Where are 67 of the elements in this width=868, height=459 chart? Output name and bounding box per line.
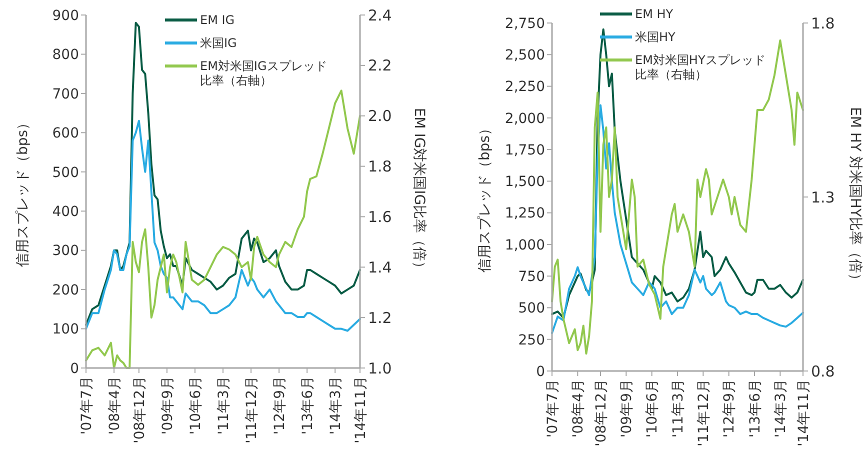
legend-label: EM対米国HYスプレッド比率（右軸）: [635, 53, 766, 82]
x-tick-label: '13年6月: [300, 376, 316, 435]
x-tick-label: '08年12月: [132, 376, 148, 444]
x-tick-label: '12年9月: [722, 379, 738, 438]
y-tick-label: 2,000: [504, 110, 545, 127]
x-tick-label: '11年12月: [696, 379, 712, 446]
y-tick-label: 900: [52, 8, 79, 24]
y-tick-label: 600: [52, 126, 79, 142]
x-tick-label: '08年4月: [570, 379, 587, 438]
y2-tick-label: 1.0: [368, 359, 392, 378]
x-tick-label: '14年11月: [796, 379, 812, 446]
x-tick-label: '10年6月: [644, 379, 661, 438]
x-tick-label: '08年4月: [106, 376, 123, 435]
y-tick-label: 2,500: [504, 48, 545, 64]
y-tick-label: 500: [52, 164, 79, 181]
x-tick-label: '13年6月: [747, 379, 764, 438]
legend-label: EM対米国IGスプレッド比率（右軸）: [200, 59, 327, 88]
y-tick-label: 2,250: [504, 79, 545, 96]
x-tick-label: '11年3月: [670, 379, 686, 438]
y2-tick-label: 2.4: [368, 6, 392, 24]
x-tick-label: '09年9月: [160, 376, 176, 435]
legend-label: EM HY: [635, 7, 674, 22]
line-series: [551, 104, 804, 334]
legend-label: EM IG: [200, 13, 235, 28]
x-tick-label: '12年9月: [272, 376, 288, 435]
y2-tick-label: 1.8: [811, 14, 835, 32]
y-tick-label: 1,750: [504, 142, 545, 158]
y-tick-label: 250: [518, 332, 545, 348]
legend-label: 米国HY: [635, 30, 676, 44]
y-tick-label: 1,500: [504, 174, 545, 190]
x-tick-label: '10年6月: [188, 376, 204, 435]
y2-tick-label: 2.0: [368, 107, 392, 126]
y2-tick-label: 1.6: [368, 208, 392, 226]
x-tick-label: '11年3月: [216, 376, 232, 435]
y-tick-label: 700: [52, 86, 79, 102]
y-tick-label: 500: [518, 300, 545, 317]
y-tick-label: 1,000: [504, 237, 545, 254]
y2-axis-title: EM HY 対米国HY比率（倍）: [847, 107, 864, 287]
y2-tick-label: 1.2: [368, 308, 392, 327]
x-tick-label: '11年12月: [244, 376, 260, 444]
line-series: [85, 120, 361, 332]
y-tick-label: 1,250: [504, 206, 545, 222]
y-tick-label: 800: [52, 47, 79, 64]
y-tick-label: 200: [52, 282, 79, 298]
x-tick-label: '07年7月: [544, 379, 561, 438]
y2-tick-label: 1.8: [368, 158, 392, 176]
y-tick-label: 0: [536, 364, 545, 380]
y-tick-label: 0: [70, 360, 79, 377]
x-tick-label: '07年7月: [78, 376, 95, 435]
y-tick-label: 2,750: [504, 16, 545, 32]
x-tick-label: '08年12月: [593, 379, 610, 446]
y-tick-label: 750: [518, 268, 545, 285]
y2-tick-label: 1.3: [811, 188, 835, 206]
y-axis-title: 信用スプレッド（bps）: [476, 121, 493, 273]
y2-tick-label: 0.8: [811, 362, 835, 380]
y2-tick-label: 1.4: [368, 258, 392, 276]
x-tick-label: '09年9月: [619, 379, 636, 438]
y-tick-label: 400: [52, 204, 79, 220]
y2-tick-label: 2.2: [368, 56, 392, 75]
y-axis-title: 信用スプレッド（bps）: [14, 116, 31, 268]
legend-label: 米国IG: [200, 36, 237, 50]
x-tick-label: '14年11月: [352, 376, 369, 444]
x-tick-label: '14年3月: [328, 376, 344, 435]
y-tick-label: 300: [52, 243, 79, 260]
y2-axis-title: EM IG対米国IG比率（倍）: [411, 108, 428, 276]
y-tick-label: 100: [52, 322, 79, 338]
x-tick-label: '14年3月: [773, 379, 790, 438]
